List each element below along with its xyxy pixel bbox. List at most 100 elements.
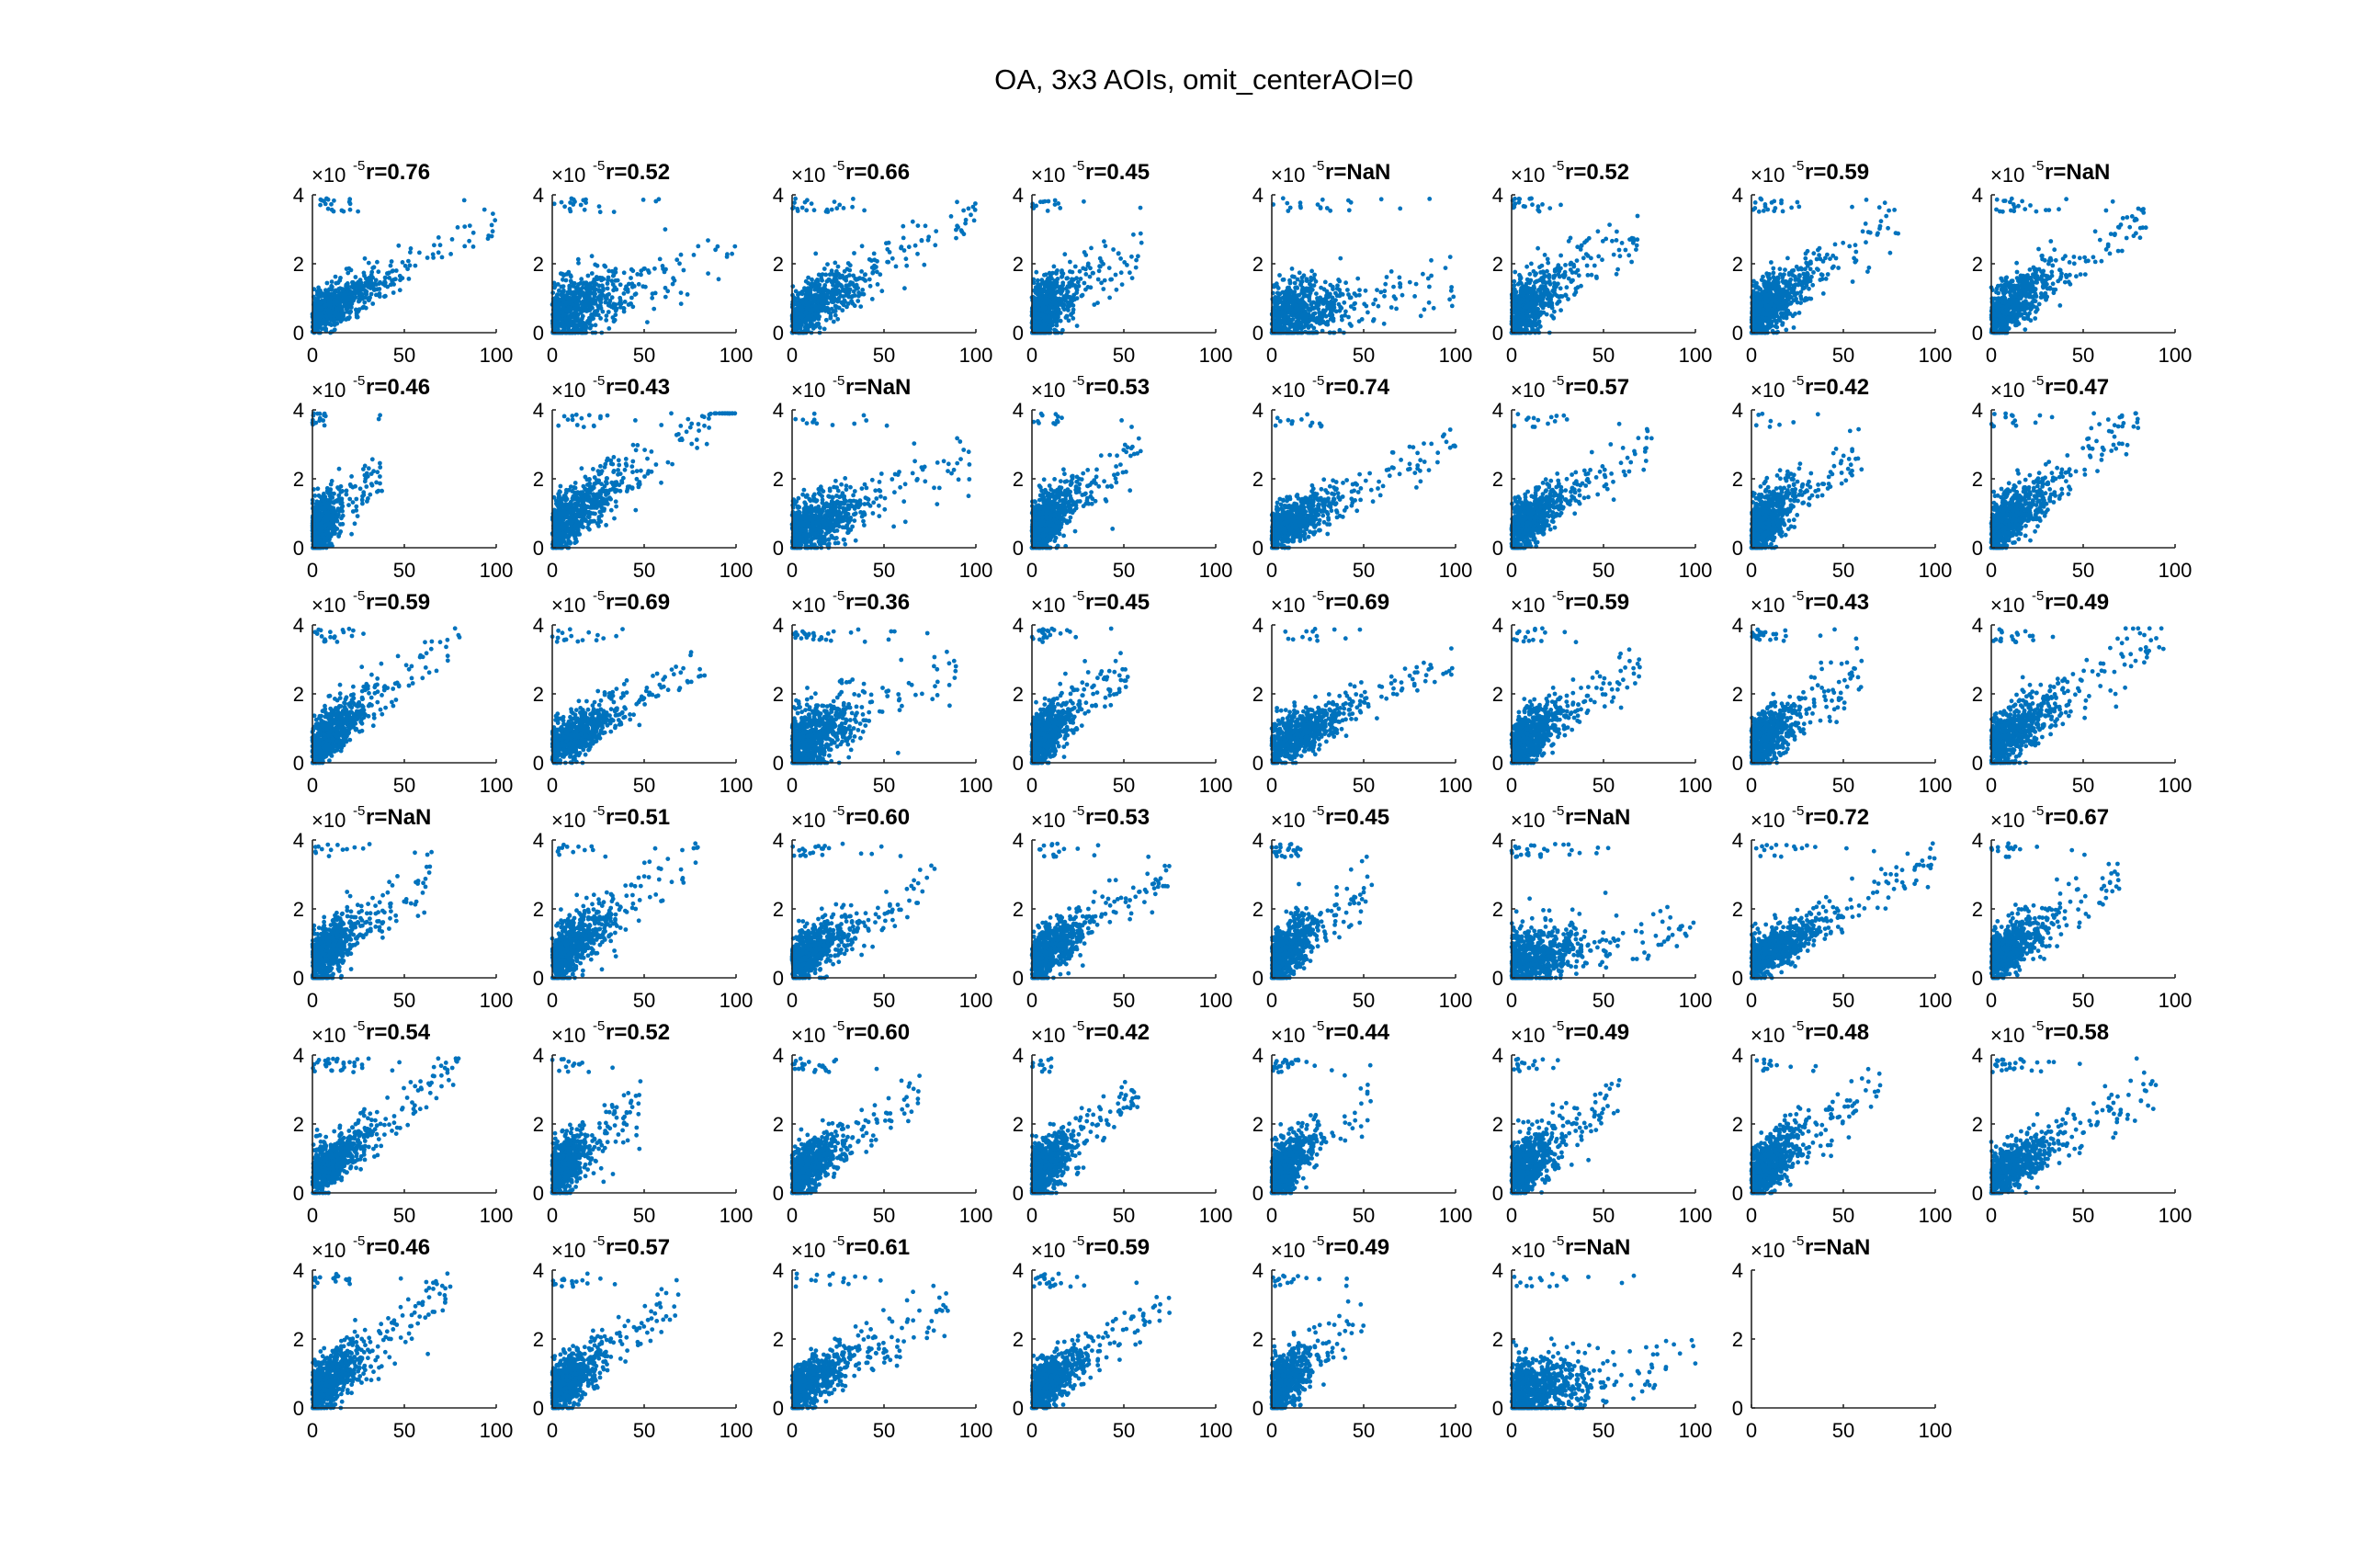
scatter-point xyxy=(1311,276,1317,281)
scatter-point xyxy=(903,256,909,262)
scatter-point xyxy=(861,291,867,297)
scatter-point xyxy=(576,260,581,266)
scatter-point xyxy=(455,225,460,230)
scatter-point xyxy=(1052,314,1057,319)
scatter-point xyxy=(1306,323,1311,329)
scatter-point xyxy=(1287,279,1293,285)
scatter-point xyxy=(1309,268,1314,274)
scatter-point xyxy=(385,271,390,276)
scatter-point xyxy=(1427,284,1432,289)
scatter-point xyxy=(349,285,354,289)
scatter-point xyxy=(329,201,334,207)
scatter-point xyxy=(1036,284,1040,289)
scatter-point xyxy=(1138,205,1143,210)
scatter-point xyxy=(1054,279,1060,285)
scatter-point xyxy=(1818,278,1823,282)
scatter-point xyxy=(560,320,565,324)
scatter-point xyxy=(971,218,977,223)
scatter-point xyxy=(357,292,363,298)
scatter-point xyxy=(1285,321,1290,326)
scatter-point xyxy=(362,288,368,293)
scatter-point xyxy=(807,301,812,306)
scatter-point xyxy=(1035,323,1040,328)
scatter-point xyxy=(467,223,472,229)
scatter-point xyxy=(1762,324,1767,330)
scatter-point xyxy=(597,298,603,303)
scatter-point xyxy=(813,278,819,284)
scatter-point xyxy=(1289,317,1295,323)
scatter-point xyxy=(795,318,800,323)
scatter-point xyxy=(1529,289,1535,295)
scatter-point xyxy=(553,295,559,301)
scatter-point xyxy=(1363,288,1368,293)
scatter-point xyxy=(1866,265,1872,270)
scatter-point xyxy=(1619,241,1625,245)
scatter-point xyxy=(562,204,567,210)
scatter-point xyxy=(1629,259,1634,265)
scatter-point xyxy=(568,278,573,284)
scatter-point xyxy=(1097,255,1103,261)
scatter-point xyxy=(1138,231,1143,236)
scatter-point xyxy=(1785,255,1790,261)
scatter-point xyxy=(1324,206,1330,210)
scatter-point xyxy=(969,212,973,218)
scatter-point xyxy=(1792,290,1797,296)
x-tick-label: 50 xyxy=(633,344,655,367)
scatter-point xyxy=(1803,251,1808,256)
scatter-point xyxy=(1096,268,1102,274)
scatter-point xyxy=(925,237,931,243)
scatter-point xyxy=(1541,270,1547,276)
scatter-point xyxy=(493,218,498,223)
scatter-point xyxy=(795,301,800,306)
scatter-point xyxy=(1617,254,1623,259)
x-tick-label: 50 xyxy=(393,344,415,367)
scatter-point xyxy=(1103,244,1108,249)
scatter-point xyxy=(641,267,647,271)
scatter-point xyxy=(1451,294,1456,300)
y-exponent-power: -5 xyxy=(833,158,844,174)
scatter-point xyxy=(1789,205,1794,210)
scatter-point xyxy=(902,286,907,291)
scatter-point xyxy=(1304,278,1309,283)
scatter-point xyxy=(605,286,610,291)
scatter-point xyxy=(706,238,710,243)
scatter-point xyxy=(1289,267,1295,271)
scatter-point xyxy=(1373,297,1378,302)
scatter-point xyxy=(1074,288,1080,292)
scatter-point xyxy=(1290,300,1295,305)
scatter-point xyxy=(362,255,368,261)
scatter-point xyxy=(566,295,571,301)
scatter-point xyxy=(1886,225,1891,231)
scatter-point xyxy=(1098,264,1103,269)
scatter-point xyxy=(1136,254,1140,259)
scatter-point xyxy=(1083,287,1088,292)
scatter-point xyxy=(934,229,939,234)
scatter-point xyxy=(1784,315,1789,321)
scatter-point xyxy=(581,198,586,203)
scatter-point xyxy=(1634,243,1639,248)
scatter-point xyxy=(678,252,684,257)
scatter-point xyxy=(1596,254,1602,259)
scatter-point xyxy=(319,305,324,311)
scatter-point xyxy=(1314,315,1320,321)
scatter-point xyxy=(355,289,360,294)
x-tick-label: 0 xyxy=(1506,344,1517,367)
scatter-point xyxy=(1766,275,1771,280)
scatter-point xyxy=(1791,325,1796,330)
scatter-point xyxy=(1864,198,1869,202)
scatter-point xyxy=(341,209,346,214)
scatter-point xyxy=(1343,280,1348,286)
scatter-point xyxy=(1085,261,1091,267)
scatter-points xyxy=(550,196,738,335)
x-tick-label: 0 xyxy=(1026,344,1037,367)
scatter-point xyxy=(1316,306,1321,312)
scatter-point xyxy=(1784,307,1788,312)
scatter-point xyxy=(1820,291,1826,296)
scatter-point xyxy=(571,302,576,308)
scatter-point xyxy=(795,209,800,213)
scatter-point xyxy=(1447,297,1452,302)
scatter-point xyxy=(362,273,367,278)
scatter-point xyxy=(793,196,798,201)
